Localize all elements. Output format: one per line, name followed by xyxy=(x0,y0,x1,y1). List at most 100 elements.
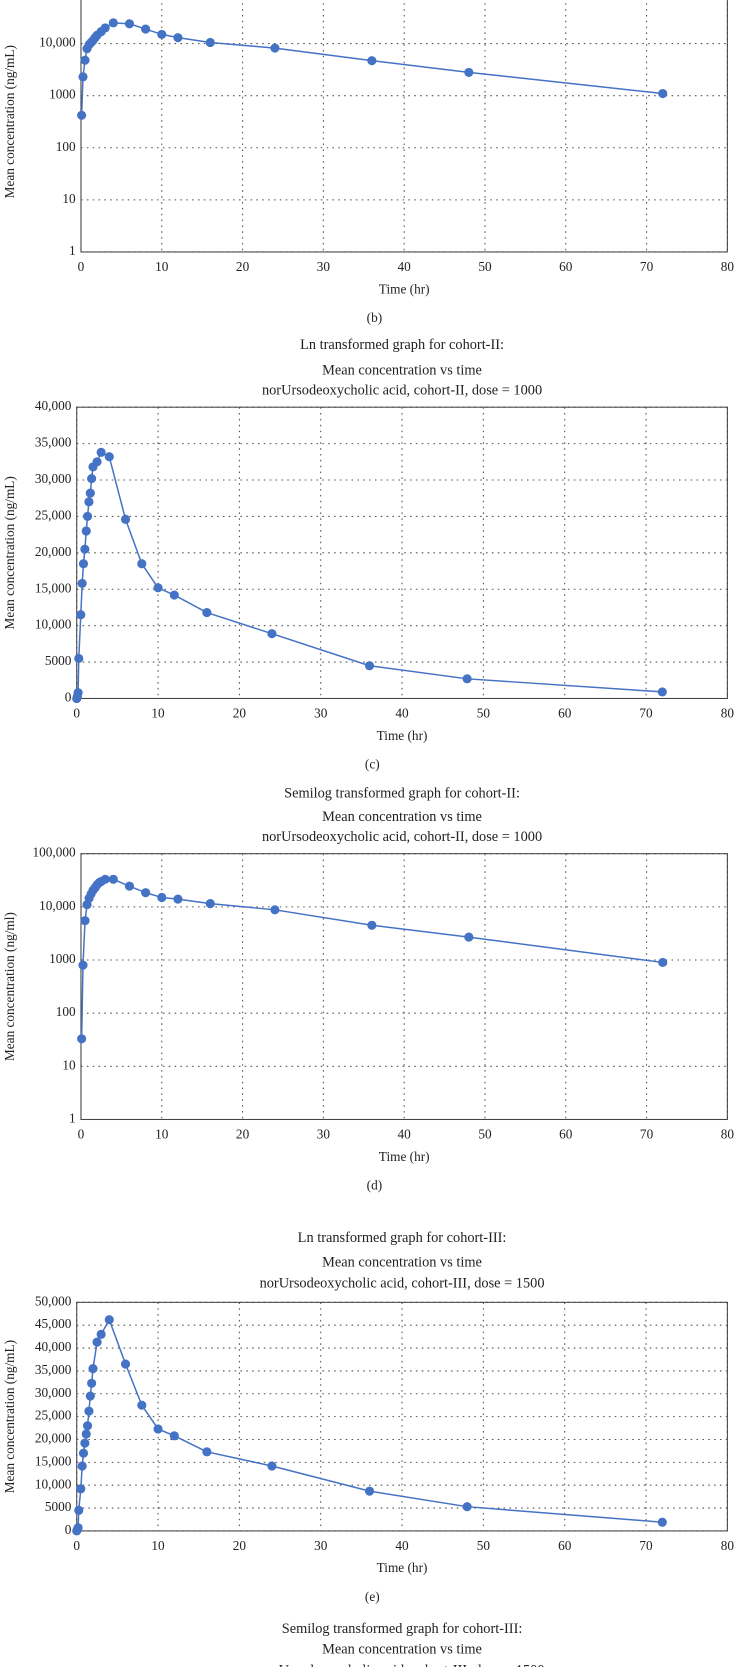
y-axis-label: Mean concentration (ng/mL) xyxy=(2,476,17,629)
data-point xyxy=(87,473,97,484)
data-point xyxy=(85,488,95,498)
x-tick-label: 30 xyxy=(314,705,328,720)
y-axis-label: Mean concentration (ng/ml) xyxy=(2,912,17,1061)
caption: (d) xyxy=(367,1178,382,1193)
x-tick-label: 50 xyxy=(477,1538,491,1553)
data-point xyxy=(104,1315,114,1325)
chart: 0 5000 10,000 15,000 20,000 25,000 30,000 35,00… xyxy=(2,1293,735,1604)
series-line xyxy=(76,1317,663,1532)
y-tick-label: 45,000 xyxy=(35,1316,72,1331)
chart-title: Ln transformed graph for cohort-II: xyxy=(300,337,504,353)
data-point xyxy=(153,1424,163,1434)
data-point xyxy=(78,960,88,970)
data-point xyxy=(100,23,110,33)
chart-title: norUrsodeoxycholic acid, cohort-III, dos… xyxy=(260,1663,545,1667)
data-point xyxy=(267,1461,277,1471)
x-tick-label: 30 xyxy=(314,1538,328,1553)
data-point xyxy=(173,33,183,43)
data-point xyxy=(462,674,472,684)
chart-title: Ln transformed graph for cohort-III: xyxy=(298,1230,507,1246)
x-tick-label: 80 xyxy=(721,1126,735,1141)
y-tick-label: 10,000 xyxy=(35,617,72,632)
data-point xyxy=(205,37,215,48)
data-point xyxy=(202,1447,212,1457)
data-point xyxy=(124,19,135,29)
y-tick-label: 10 xyxy=(62,191,76,206)
y-tick-label: 5000 xyxy=(45,1499,72,1514)
x-tick-label: 10 xyxy=(151,1538,165,1553)
x-tick-label: 40 xyxy=(395,705,409,720)
data-point xyxy=(108,874,118,884)
data-point xyxy=(462,1502,472,1512)
y-tick-label: 1 xyxy=(69,243,76,258)
data-point xyxy=(120,514,131,524)
y-tick-label: 0 xyxy=(65,690,72,705)
x-axis-label: Time (hr) xyxy=(377,1560,428,1575)
y-tick-label: 10,000 xyxy=(35,1476,72,1491)
data-point xyxy=(96,1329,106,1339)
chart-title: Mean concentration vs time xyxy=(322,1641,482,1657)
x-tick-label: 0 xyxy=(73,705,80,720)
x-tick-label: 70 xyxy=(640,1126,654,1141)
x-tick-label: 60 xyxy=(558,705,572,720)
data-point xyxy=(73,688,83,698)
series-line xyxy=(80,878,663,1039)
data-point xyxy=(367,920,377,930)
data-point xyxy=(657,1517,667,1527)
data-point xyxy=(85,1391,95,1401)
chart-title: Mean concentration vs time xyxy=(322,809,482,825)
data-point xyxy=(84,497,94,507)
x-tick-label: 10 xyxy=(151,705,165,720)
data-point xyxy=(77,110,87,120)
data-point xyxy=(658,957,668,968)
y-tick-label: 10,000 xyxy=(39,898,76,913)
data-point xyxy=(81,526,91,536)
data-point xyxy=(173,894,183,904)
x-tick-label: 0 xyxy=(78,259,85,274)
x-tick-label: 60 xyxy=(558,1538,572,1553)
y-tick-label: 100,000 xyxy=(33,845,76,860)
y-tick-label: 30,000 xyxy=(35,1385,72,1400)
y-tick-label: 100 xyxy=(56,139,76,154)
caption: (b) xyxy=(367,310,382,325)
x-tick-label: 50 xyxy=(478,259,492,274)
data-point xyxy=(92,1337,102,1347)
data-point xyxy=(81,1429,91,1439)
y-tick-label: 35,000 xyxy=(35,1362,72,1377)
chart-title: norUrsodeoxycholic acid, cohort-III, dos… xyxy=(260,1276,545,1292)
x-tick-label: 50 xyxy=(477,705,491,720)
x-tick-label: 40 xyxy=(398,1126,412,1141)
data-point xyxy=(78,559,89,569)
data-point xyxy=(124,881,135,891)
data-point xyxy=(87,1378,97,1388)
data-point xyxy=(82,1421,93,1431)
chart-title: Mean concentration vs time xyxy=(322,1254,482,1270)
y-tick-label: 10 xyxy=(62,1057,76,1072)
x-tick-label: 60 xyxy=(559,1126,573,1141)
data-point xyxy=(104,452,114,462)
x-tick-label: 50 xyxy=(478,1126,492,1141)
data-point xyxy=(153,583,163,593)
y-tick-label: 1 xyxy=(69,1111,76,1126)
data-point xyxy=(464,932,474,942)
data-point xyxy=(77,578,87,588)
data-point xyxy=(270,43,280,53)
chart-title: Semilog transformed graph for cohort-II: xyxy=(284,785,520,801)
data-point xyxy=(141,888,151,898)
data-point xyxy=(78,72,88,82)
data-point xyxy=(80,544,90,554)
y-tick-label: 35,000 xyxy=(35,435,72,450)
data-point xyxy=(108,18,118,28)
y-tick-label: 15,000 xyxy=(35,580,72,595)
plot-frame xyxy=(80,853,728,1121)
y-tick-label: 40,000 xyxy=(35,1339,72,1354)
y-tick-label: 50,000 xyxy=(35,1293,72,1308)
x-tick-label: 80 xyxy=(721,705,735,720)
data-point xyxy=(96,447,106,457)
data-point xyxy=(658,88,668,99)
y-tick-label: 20,000 xyxy=(35,1431,72,1446)
x-tick-label: 40 xyxy=(398,259,412,274)
x-tick-label: 80 xyxy=(721,1538,735,1553)
data-point xyxy=(88,1364,98,1374)
